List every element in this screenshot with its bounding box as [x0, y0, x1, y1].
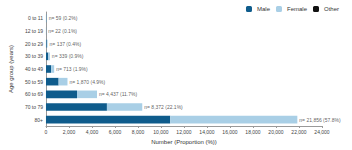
- svg-text:20 to 29: 20 to 29: [25, 41, 43, 47]
- svg-text:4,000: 4,000: [86, 129, 99, 135]
- svg-text:18,000: 18,000: [245, 129, 261, 135]
- svg-text:n= 339 (0.9%): n= 339 (0.9%): [52, 53, 84, 59]
- svg-text:0: 0: [45, 129, 48, 135]
- svg-text:22,000: 22,000: [291, 129, 307, 135]
- svg-text:Age group (years): Age group (years): [8, 45, 14, 93]
- svg-text:70 to 79: 70 to 79: [25, 104, 43, 110]
- svg-text:n= 1,870 (4.9%): n= 1,870 (4.9%): [69, 79, 105, 85]
- svg-text:16,000: 16,000: [222, 129, 238, 135]
- svg-text:30 to 39: 30 to 39: [25, 53, 43, 59]
- svg-text:n= 137 (0.4%): n= 137 (0.4%): [50, 41, 82, 47]
- svg-text:n= 59 (0.2%): n= 59 (0.2%): [49, 15, 78, 21]
- svg-text:n= 4,437 (11.7%): n= 4,437 (11.7%): [99, 91, 137, 97]
- svg-text:n= 713 (1.9%): n= 713 (1.9%): [56, 66, 88, 72]
- svg-text:n= 21,856 (57.8%): n= 21,856 (57.8%): [299, 117, 341, 123]
- svg-text:14,000: 14,000: [199, 129, 215, 135]
- svg-text:Female: Female: [287, 6, 308, 12]
- svg-text:24,000: 24,000: [314, 129, 330, 135]
- svg-text:10,000: 10,000: [153, 129, 169, 135]
- svg-text:12 to 19: 12 to 19: [25, 28, 43, 34]
- svg-text:0 to 11: 0 to 11: [28, 15, 43, 21]
- svg-text:Male: Male: [257, 6, 271, 12]
- svg-text:50 to 59: 50 to 59: [25, 79, 43, 85]
- svg-text:n= 8,372 (22.1%): n= 8,372 (22.1%): [144, 104, 183, 110]
- svg-text:Number (Proportion (%)): Number (Proportion (%)): [151, 139, 217, 145]
- svg-text:2,000: 2,000: [63, 129, 76, 135]
- svg-text:20,000: 20,000: [268, 129, 284, 135]
- svg-text:8,000: 8,000: [132, 129, 145, 135]
- svg-text:6,000: 6,000: [109, 129, 122, 135]
- svg-text:40 to 49: 40 to 49: [25, 66, 43, 72]
- svg-text:80+: 80+: [34, 117, 43, 123]
- svg-text:n= 22 (0.1%): n= 22 (0.1%): [48, 28, 77, 34]
- svg-text:12,000: 12,000: [176, 129, 192, 135]
- svg-text:Other: Other: [324, 6, 339, 12]
- svg-text:60 to 69: 60 to 69: [25, 91, 43, 97]
